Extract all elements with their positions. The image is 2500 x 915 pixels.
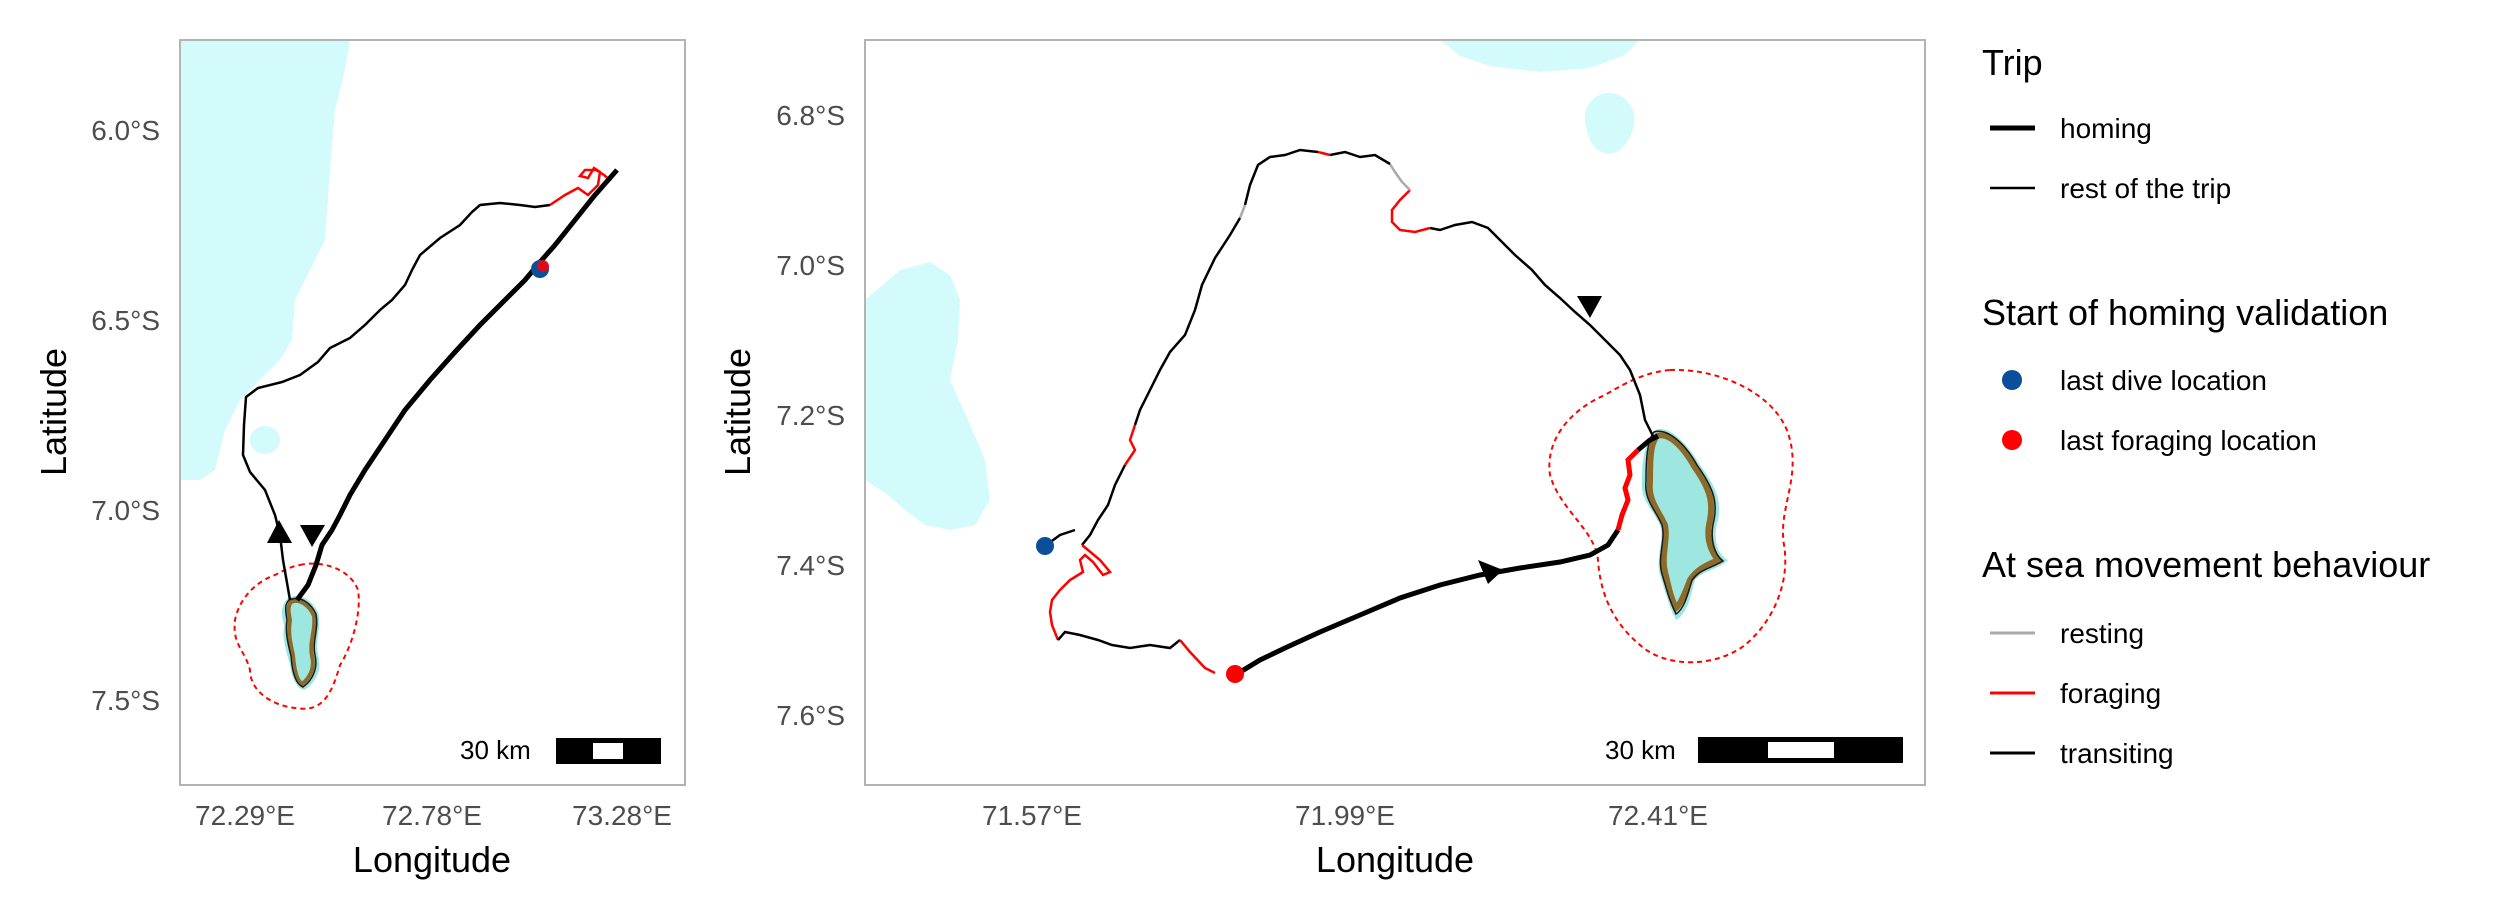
x-tick-label: 72.29°E: [195, 800, 295, 831]
direction-arrow: [1577, 296, 1602, 318]
x-tick-label: 72.78°E: [382, 800, 482, 831]
y-tick-label: 6.5°S: [91, 305, 160, 336]
track-rest-of-trip: [1329, 150, 1391, 166]
direction-arrow: [267, 520, 292, 543]
y-tick-label: 7.5°S: [91, 685, 160, 716]
island-buffer: [1548, 368, 1794, 664]
track-rest-of-trip: [241, 201, 551, 601]
legend-label-last-foraging-location: last foraging location: [2060, 425, 2317, 456]
scale-bar: 30 km: [460, 735, 661, 765]
map-area-left: [180, 40, 685, 785]
last-foraging-location-marker: [537, 260, 549, 272]
track-rest-of-trip: [1057, 630, 1181, 650]
last-foraging-location-marker: [1226, 665, 1244, 683]
y-tick-label: 7.0°S: [91, 495, 160, 526]
y-tick-label: 7.0°S: [776, 250, 845, 281]
track-foraging-segment: [1317, 150, 1331, 157]
track-foraging-segment: [549, 166, 611, 207]
x-axis-ticks: 71.57°E 71.99°E 72.41°E: [982, 800, 1708, 831]
island-land: [1646, 432, 1723, 613]
y-tick-label: 6.8°S: [776, 100, 845, 131]
island-outline: [1645, 430, 1725, 616]
shallow-water-area: [1440, 40, 1640, 72]
legend-key-last-dive-location: [2002, 370, 2022, 390]
y-tick-label: 7.4°S: [776, 550, 845, 581]
map-panel-right: 30 km 6.8°S 7.0°S 7.2°S 7.4°S 7.6°S 71.5…: [717, 39, 1926, 880]
track-rest-of-trip: [1243, 148, 1319, 206]
shallow-water-area: [245, 40, 330, 80]
track-foraging-segment: [1048, 544, 1113, 641]
x-axis-title: Longitude: [353, 839, 511, 880]
scale-bar-label: 30 km: [460, 735, 531, 765]
y-axis-title: Latitude: [717, 348, 758, 476]
y-tick-label: 6.0°S: [91, 115, 160, 146]
legend-label-transiting: transiting: [2060, 738, 2174, 769]
x-axis-ticks: 72.29°E 72.78°E 73.28°E: [195, 800, 672, 831]
map-area-right: [865, 40, 1925, 785]
y-axis-ticks: 6.0°S 6.5°S 7.0°S 7.5°S: [91, 115, 160, 716]
legend-key-last-foraging-location: [2002, 430, 2022, 450]
island-land: [286, 599, 317, 687]
island-buffer: [233, 562, 360, 710]
legend-label-resting: resting: [2060, 618, 2144, 649]
panel-border: [179, 39, 686, 786]
track-homing: [294, 168, 619, 602]
shallow-water-area: [1585, 92, 1635, 154]
island-outline: [284, 597, 318, 688]
y-axis-ticks: 6.8°S 7.0°S 7.2°S 7.4°S 7.6°S: [776, 100, 845, 731]
legend-label-last-dive-location: last dive location: [2060, 365, 2267, 396]
x-axis-title: Longitude: [1316, 839, 1474, 880]
x-tick-label: 71.99°E: [1295, 800, 1395, 831]
shallow-water-area: [180, 40, 350, 480]
track-foraging-segment: [1179, 639, 1216, 675]
legend: Trip homing rest of the trip Start of ho…: [1982, 42, 2430, 769]
legend-label-rest-of-trip: rest of the trip: [2060, 173, 2231, 204]
legend-title-behaviour: At sea movement behaviour: [1982, 544, 2430, 585]
x-tick-label: 71.57°E: [982, 800, 1082, 831]
shallow-water-area: [865, 262, 990, 530]
legend-title-homing-validation: Start of homing validation: [1982, 292, 2388, 333]
track-resting-segment: [1238, 204, 1247, 219]
shallow-water-area: [250, 426, 280, 454]
track-rest-of-trip: [1429, 220, 1657, 441]
legend-title-trip: Trip: [1982, 42, 2043, 83]
y-axis-title: Latitude: [33, 348, 74, 476]
track-foraging-segment: [1390, 189, 1431, 234]
scale-bar: 30 km: [1605, 735, 1903, 765]
track-rest-of-trip: [1081, 464, 1127, 546]
y-tick-label: 7.2°S: [776, 400, 845, 431]
scale-bar-label: 30 km: [1605, 735, 1676, 765]
last-dive-location-marker: [1036, 537, 1054, 555]
x-tick-label: 73.28°E: [572, 800, 672, 831]
track-foraging-segment: [1123, 424, 1137, 466]
y-tick-label: 7.6°S: [776, 700, 845, 731]
legend-label-homing: homing: [2060, 113, 2152, 144]
legend-label-foraging: foraging: [2060, 678, 2161, 709]
panel-border: [864, 39, 1926, 786]
x-tick-label: 72.41°E: [1608, 800, 1708, 831]
track-homing-foraging: [1615, 448, 1640, 531]
track-homing: [1636, 433, 1660, 452]
track-resting-segment: [1388, 163, 1411, 191]
map-panel-left: 30 km 6.0°S 6.5°S 7.0°S 7.5°S 72.29°E 72…: [33, 39, 686, 880]
track-rest-of-trip: [1133, 217, 1242, 426]
direction-arrow: [1478, 560, 1503, 584]
direction-arrow: [300, 525, 325, 547]
track-homing: [1235, 528, 1621, 677]
